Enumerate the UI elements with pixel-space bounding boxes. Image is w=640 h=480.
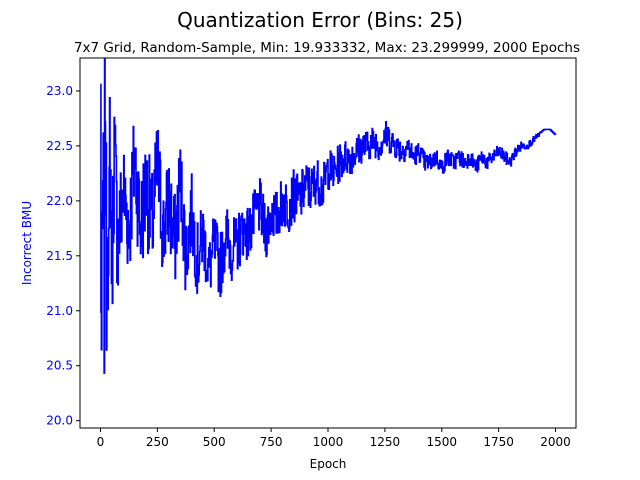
- y-tick-label: 20.5: [46, 359, 73, 373]
- x-tick-label: 2000: [540, 435, 571, 449]
- y-tick-label: 20.0: [46, 414, 73, 428]
- x-tick-label: 1250: [370, 435, 401, 449]
- x-tick-label: 1500: [426, 435, 457, 449]
- error-series-line: [100, 58, 557, 374]
- x-axis-ticks: 0 250 500 750 1000 1250 1500 1750 2000: [97, 428, 571, 449]
- plot-frame: [79, 57, 577, 429]
- x-tick-label: 1750: [483, 435, 514, 449]
- x-axis-label: Epoch: [310, 457, 347, 471]
- y-tick-label: 21.5: [46, 249, 73, 263]
- y-tick-label: 23.0: [46, 84, 73, 98]
- x-tick-label: 500: [203, 435, 226, 449]
- y-axis-label: Incorrect BMU: [20, 201, 34, 285]
- chart-title: Quantization Error (Bins: 25): [177, 8, 463, 32]
- error-series-path: [100, 58, 557, 374]
- y-tick-label: 22.5: [46, 139, 73, 153]
- x-tick-label: 0: [97, 435, 105, 449]
- y-tick-label: 21.0: [46, 304, 73, 318]
- x-tick-label: 750: [260, 435, 283, 449]
- chart-subtitle: 7x7 Grid, Random-Sample, Min: 19.933332,…: [74, 40, 580, 56]
- y-tick-label: 22.0: [46, 194, 73, 208]
- x-tick-label: 1000: [313, 435, 344, 449]
- y-axis-ticks: 20.0 20.5 21.0 21.5 22.0 22.5 23.0: [46, 84, 80, 428]
- x-tick-label: 250: [146, 435, 169, 449]
